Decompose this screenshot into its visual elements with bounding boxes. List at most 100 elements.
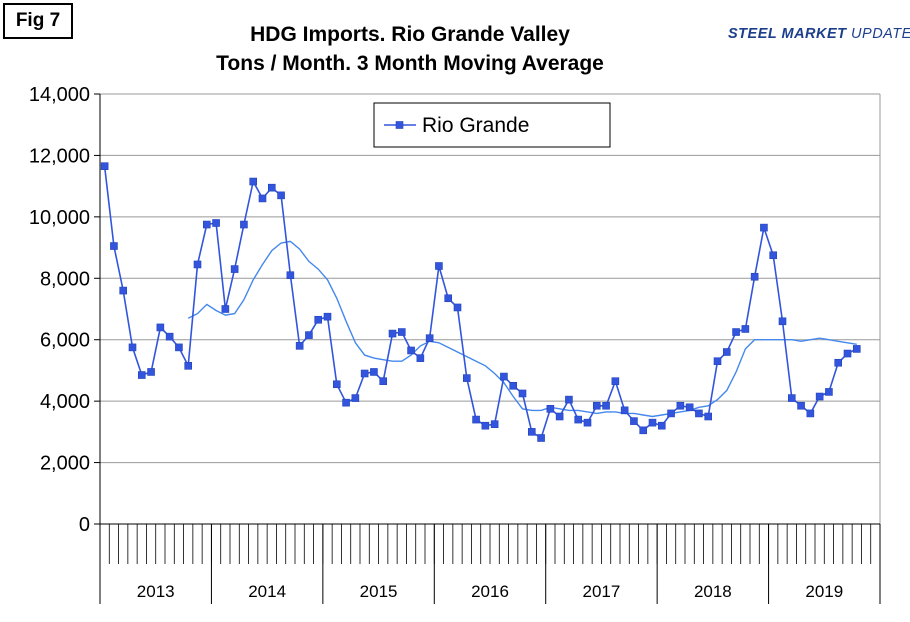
data-point [342,398,350,407]
data-point [722,348,731,356]
y-tick-label: 8,000 [40,268,90,290]
data-point [657,421,666,430]
x-tick-label: 2018 [694,582,732,601]
data-point [527,428,536,436]
figure-label: Fig 7 [3,3,73,39]
brand-logo-part-2: UPDATE [851,26,910,42]
data-point [834,358,843,367]
data-point [843,349,852,358]
data-point [481,421,490,430]
x-tick-label: 2013 [137,582,175,601]
data-point [704,412,713,421]
data-point [602,401,610,410]
data-point [119,286,128,295]
data-point [815,392,824,401]
data-point [453,303,462,312]
y-tick-label: 2,000 [40,453,90,475]
data-point [397,328,406,336]
data-point [110,242,118,250]
data-point [611,377,620,385]
data-point [286,271,295,280]
data-point [258,194,267,203]
data-point [128,343,137,352]
y-tick-label: 12,000 [29,145,90,167]
chart-title-line-1: HDG Imports. Rio Grande Valley [250,23,570,46]
data-point [620,406,629,415]
series-line-rio-grande [103,166,858,440]
data-point [546,405,555,413]
data-point [806,409,815,418]
data-point [852,345,861,353]
data-point [462,374,471,382]
data-point [240,220,248,229]
data-point [388,329,397,338]
data-point [574,415,583,424]
data-point [323,312,332,321]
x-tick-label: 2017 [583,582,621,601]
y-tick-label: 10,000 [29,207,90,229]
data-point [202,220,211,229]
data-point [565,395,573,404]
data-point [221,305,230,313]
data-point [509,381,518,390]
data-point [351,394,360,402]
data-point [778,317,787,326]
chart-title-line-2: Tons / Month. 3 Month Moving Average [216,52,604,75]
data-point [314,315,323,324]
data-point [305,331,313,339]
x-tick-label: 2019 [805,582,843,601]
data-point [193,260,202,269]
y-tick-label: 4,000 [40,391,90,413]
chart-title: HDG Imports. Rio Grande Valley Tons / Mo… [150,20,670,78]
data-point [249,177,258,186]
data-point [295,342,304,350]
legend-label: Rio Grande [422,114,529,137]
data-point [147,368,155,376]
data-point [490,420,499,428]
data-point [100,162,109,170]
x-tick-label: 2016 [471,582,509,601]
data-point [741,325,750,333]
data-point [184,362,193,370]
data-point [825,388,833,396]
brand-logo: STEEL MARKET UPDATE [728,26,910,42]
data-point [750,272,759,281]
brand-logo-part-1: STEEL MARKET [728,26,852,42]
data-point [685,403,694,412]
data-point [583,418,592,427]
data-point [797,401,805,410]
data-point [137,371,146,379]
plot-area [100,94,880,524]
data-point [667,409,675,418]
data-point [760,223,768,232]
data-point [277,191,285,200]
data-point [630,417,638,425]
data-point [360,369,369,378]
data-point [332,380,341,389]
data-point [648,418,657,427]
data-point [695,409,703,418]
y-tick-label: 14,000 [29,84,90,106]
data-point [537,434,545,442]
data-point [472,415,480,424]
data-point [500,372,508,381]
data-point [407,346,415,355]
data-point [713,357,722,366]
data-point [518,389,527,398]
x-tick-label: 2014 [248,582,286,601]
data-point [230,265,239,273]
data-point [555,412,564,421]
data-point [267,183,276,192]
data-point [676,401,685,410]
data-point [425,334,434,342]
data-point [592,401,601,410]
data-point [639,426,648,435]
data-point [769,251,778,260]
data-point [787,394,796,402]
data-point [156,323,165,332]
y-tick-label: 0 [79,514,90,536]
data-point [416,354,425,362]
moving-average-line [187,240,857,418]
data-point [379,377,388,385]
